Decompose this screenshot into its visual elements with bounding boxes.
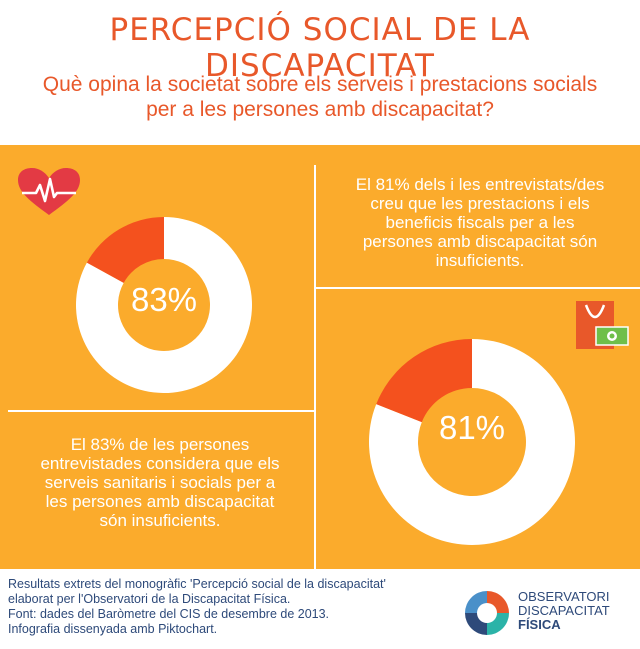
infographic-panel: 83% El 81% dels i les entrevistats/des c… — [0, 145, 640, 569]
description-line: El 83% de les persones — [70, 435, 250, 454]
stat-description-81: El 81% dels i les entrevistats/des creu … — [330, 175, 630, 270]
description-line: són insuficients. — [99, 511, 221, 530]
donut-slice-main — [369, 339, 575, 545]
heart-pulse-icon — [18, 168, 80, 215]
donut-center-label: 83% — [130, 281, 198, 318]
donut-center-label: 81% — [438, 409, 506, 446]
shopping-bag-money-icon — [576, 301, 629, 349]
logo-line: FÍSICA — [518, 617, 561, 632]
footer-line: elaborat per l'Observatori de la Discapa… — [8, 592, 291, 606]
vertical-divider — [314, 165, 316, 569]
page-title: PERCEPCIÓ SOCIAL DE LA DISCAPACITAT — [109, 12, 531, 84]
page-subtitle: Què opina la societat sobre els serveis … — [30, 72, 610, 122]
footer-line: Font: dades del Baròmetre del CIS de des… — [8, 607, 330, 621]
donut-slice-rest — [86, 217, 164, 283]
subtitle-line: Què opina la societat sobre els serveis … — [42, 73, 598, 96]
description-line: serveis sanitaris i socials per a — [44, 473, 276, 492]
description-line: insuficients. — [435, 251, 525, 270]
description-line: entrevistades considera que els — [40, 454, 280, 473]
observatori-logo-text: OBSERVATORI DISCAPACITAT FÍSICA — [518, 590, 610, 632]
description-line: creu que les prestacions i els — [370, 194, 590, 213]
observatori-logo-icon — [465, 591, 509, 635]
description-line: les persones amb discapacitat — [45, 492, 275, 511]
logo-line: OBSERVATORI — [518, 589, 610, 604]
lower-left-divider — [8, 410, 314, 412]
logo-line: DISCAPACITAT — [518, 603, 610, 618]
footer-credits: Resultats extrets del monogràfic 'Percep… — [8, 577, 448, 637]
description-line: El 81% dels i les entrevistats/des — [355, 175, 605, 194]
footer-line: Resultats extrets del monogràfic 'Percep… — [8, 577, 386, 591]
footer-line: Infografia dissenyada amb Piktochart. — [8, 622, 218, 636]
stat-description-83: El 83% de les persones entrevistades con… — [10, 435, 310, 530]
donut-chart-83 — [76, 217, 253, 393]
donut-slice-rest — [376, 339, 472, 423]
donut-slice-main — [76, 217, 253, 393]
description-line: beneficis fiscals per a les — [385, 213, 575, 232]
description-line: persones amb discapacitat són — [362, 232, 598, 251]
upper-right-divider — [316, 287, 640, 289]
subtitle-line: per a les persones amb discapacitat? — [146, 98, 494, 121]
donut-chart-81 — [369, 339, 575, 545]
